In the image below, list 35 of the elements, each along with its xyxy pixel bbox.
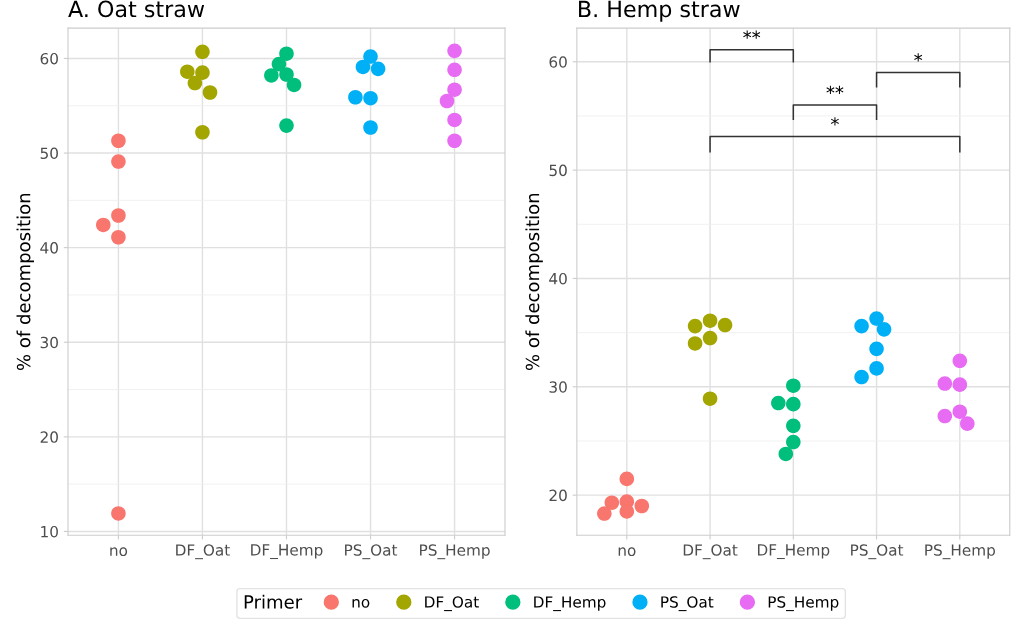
- x-tick-label: DF_Hemp: [251, 544, 323, 560]
- x-tick-label: DF_Oat: [683, 544, 738, 560]
- y-tick-label: 40: [40, 242, 58, 254]
- x-tick-label: PS_Hemp: [925, 544, 995, 560]
- chart-title: A. Oat straw: [68, 0, 205, 18]
- legend-label: PS_Oat: [661, 596, 714, 612]
- x-tick-label: no: [618, 547, 636, 557]
- y-tick-label: 20: [549, 489, 567, 502]
- x-tick-label: DF_Oat: [176, 544, 230, 560]
- annotation: *: [830, 117, 839, 126]
- y-tick-label: 30: [549, 381, 567, 393]
- annotation: *: [914, 53, 923, 62]
- y-tick-label: 30: [40, 336, 58, 349]
- legend-label: DF_Oat: [425, 596, 479, 612]
- x-tick-label: PS_Oat: [345, 544, 398, 560]
- x-tick-label: PS_Hemp: [420, 544, 490, 560]
- legend-label: DF_Hemp: [534, 596, 606, 612]
- y-tick-label: 60: [40, 52, 58, 65]
- y-axis-title: % of decomposition: [525, 193, 543, 371]
- y-tick-label: 50: [40, 147, 58, 160]
- y-tick-label: 40: [549, 272, 567, 285]
- annotation: **: [826, 85, 844, 95]
- legend-label: no: [352, 598, 370, 608]
- x-tick-label: PS_Oat: [851, 544, 904, 560]
- annotation: **: [743, 30, 761, 39]
- legend-title: Primer: [244, 594, 303, 609]
- x-tick-label: no: [110, 547, 128, 557]
- y-tick-label: 60: [549, 56, 567, 68]
- y-tick-label: 10: [41, 525, 58, 538]
- y-axis-title: % of decomposition: [16, 193, 34, 371]
- legend-label: PS_Hemp: [768, 596, 839, 612]
- x-tick-label: DF_Hemp: [757, 544, 830, 560]
- y-tick-label: 50: [549, 164, 567, 177]
- y-tick-label: 20: [40, 431, 58, 443]
- chart-title: B. Hemp straw: [579, 0, 740, 22]
